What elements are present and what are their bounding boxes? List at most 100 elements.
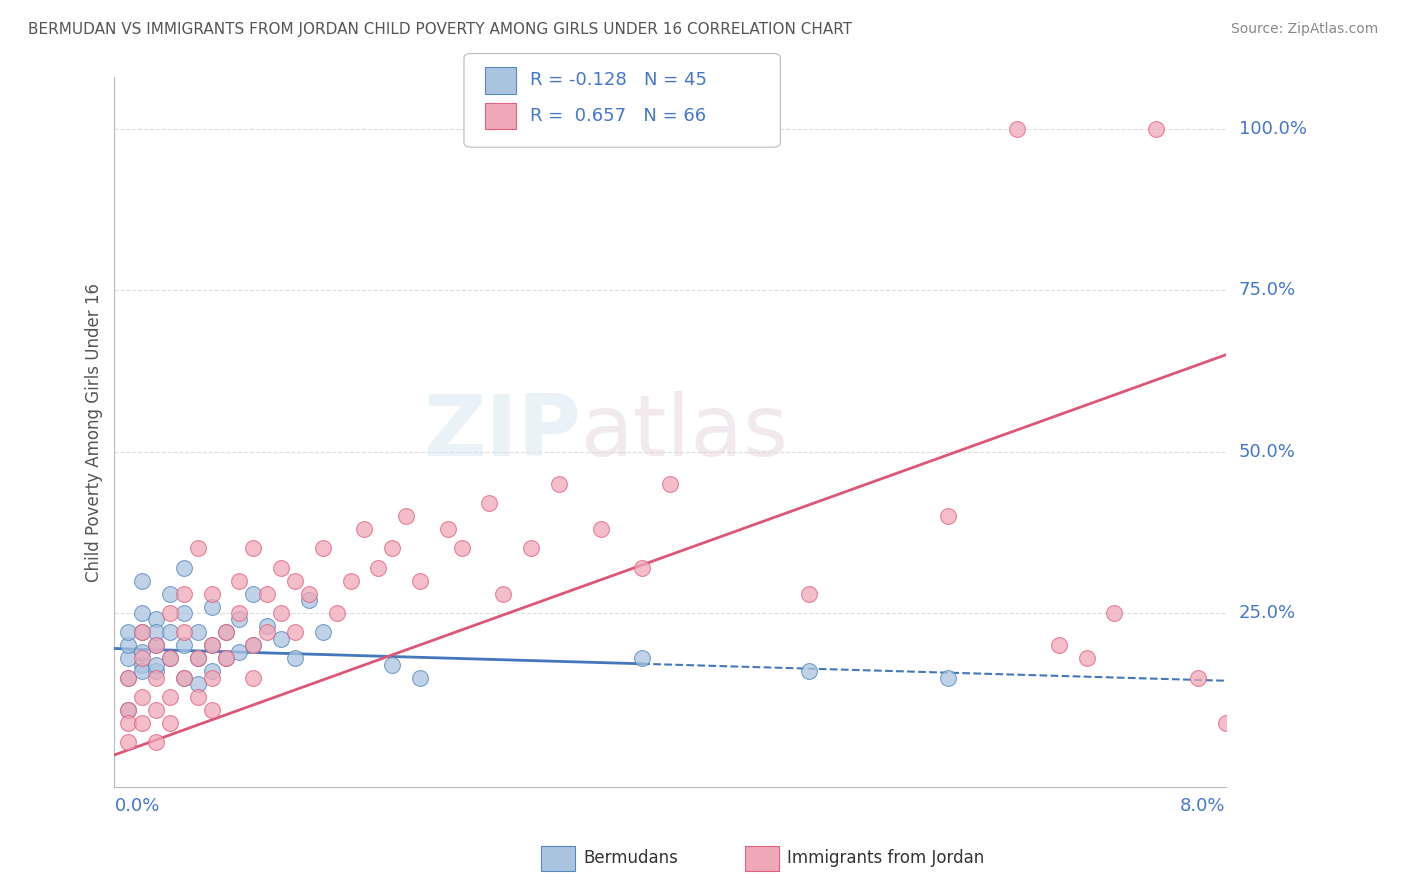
Point: [214, 625, 236, 640]
Point: [117, 638, 139, 652]
Point: [131, 664, 153, 678]
Point: [478, 496, 501, 510]
Point: [131, 625, 153, 640]
Text: R =  0.657   N = 66: R = 0.657 N = 66: [530, 107, 706, 125]
Point: [242, 586, 264, 600]
Point: [131, 657, 153, 672]
Point: [270, 606, 292, 620]
Point: [159, 690, 181, 704]
Point: [187, 541, 209, 556]
Point: [936, 671, 959, 685]
Point: [284, 625, 307, 640]
Text: BERMUDAN VS IMMIGRANTS FROM JORDAN CHILD POVERTY AMONG GIRLS UNDER 16 CORRELATIO: BERMUDAN VS IMMIGRANTS FROM JORDAN CHILD…: [28, 22, 852, 37]
Point: [409, 671, 432, 685]
Point: [173, 671, 195, 685]
Point: [173, 671, 195, 685]
Point: [117, 715, 139, 730]
Point: [131, 645, 153, 659]
Point: [242, 638, 264, 652]
Point: [381, 541, 404, 556]
Point: [298, 586, 321, 600]
Text: 50.0%: 50.0%: [1239, 442, 1296, 460]
Point: [159, 586, 181, 600]
Point: [117, 671, 139, 685]
Point: [436, 522, 458, 536]
Point: [131, 715, 153, 730]
Point: [145, 671, 167, 685]
Point: [256, 619, 278, 633]
Text: 0.0%: 0.0%: [114, 797, 160, 815]
Point: [159, 625, 181, 640]
Point: [298, 593, 321, 607]
Point: [131, 690, 153, 704]
Point: [201, 586, 224, 600]
Point: [256, 625, 278, 640]
Text: 100.0%: 100.0%: [1239, 120, 1308, 138]
Point: [173, 638, 195, 652]
Point: [1144, 122, 1167, 136]
Point: [631, 651, 654, 665]
Point: [214, 651, 236, 665]
Point: [145, 703, 167, 717]
Point: [145, 664, 167, 678]
Point: [492, 586, 515, 600]
Point: [159, 715, 181, 730]
Point: [117, 703, 139, 717]
Point: [131, 625, 153, 640]
Point: [173, 625, 195, 640]
Point: [117, 651, 139, 665]
Text: ZIP: ZIP: [423, 391, 581, 474]
Point: [187, 677, 209, 691]
Point: [117, 703, 139, 717]
Point: [284, 574, 307, 588]
Point: [145, 657, 167, 672]
Point: [131, 651, 153, 665]
Text: Source: ZipAtlas.com: Source: ZipAtlas.com: [1230, 22, 1378, 37]
Point: [187, 690, 209, 704]
Point: [187, 651, 209, 665]
Point: [117, 625, 139, 640]
Point: [117, 671, 139, 685]
Point: [173, 606, 195, 620]
Point: [936, 509, 959, 524]
Point: [797, 664, 820, 678]
Point: [201, 638, 224, 652]
Point: [159, 651, 181, 665]
Point: [797, 586, 820, 600]
Point: [312, 541, 335, 556]
Point: [214, 651, 236, 665]
Point: [228, 645, 250, 659]
Point: [381, 657, 404, 672]
Point: [1076, 651, 1098, 665]
Point: [159, 651, 181, 665]
Point: [201, 599, 224, 614]
Y-axis label: Child Poverty Among Girls Under 16: Child Poverty Among Girls Under 16: [86, 283, 103, 582]
Point: [242, 671, 264, 685]
Point: [520, 541, 543, 556]
Point: [1104, 606, 1126, 620]
Point: [131, 606, 153, 620]
Point: [339, 574, 361, 588]
Point: [131, 574, 153, 588]
Point: [201, 671, 224, 685]
Point: [228, 612, 250, 626]
Point: [547, 477, 569, 491]
Text: atlas: atlas: [581, 391, 789, 474]
Point: [214, 625, 236, 640]
Point: [659, 477, 682, 491]
Point: [159, 606, 181, 620]
Point: [1005, 122, 1028, 136]
Point: [242, 638, 264, 652]
Point: [173, 586, 195, 600]
Point: [145, 638, 167, 652]
Text: Bermudans: Bermudans: [583, 849, 678, 867]
Point: [228, 606, 250, 620]
Point: [201, 664, 224, 678]
Text: 25.0%: 25.0%: [1239, 604, 1296, 622]
Point: [270, 561, 292, 575]
Point: [256, 586, 278, 600]
Point: [284, 651, 307, 665]
Point: [145, 625, 167, 640]
Point: [631, 561, 654, 575]
Point: [173, 561, 195, 575]
